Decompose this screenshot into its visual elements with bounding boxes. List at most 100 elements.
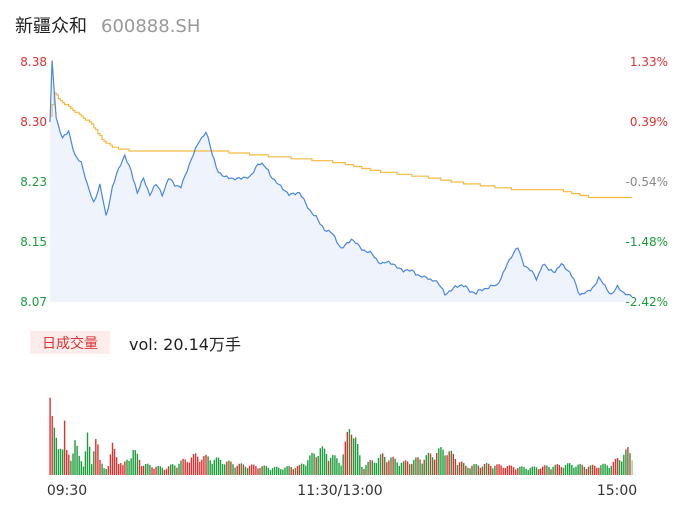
volume-bar <box>369 460 371 475</box>
volume-bar <box>510 465 513 475</box>
time-axis-label: 09:30 <box>47 483 87 499</box>
volume-bar <box>483 464 486 475</box>
price-tick-label: 8.38 <box>20 55 47 69</box>
volume-bar <box>406 461 409 475</box>
volume-bar <box>184 459 186 475</box>
volume-bar <box>159 466 161 475</box>
volume-bar <box>182 458 184 475</box>
volume-bar <box>452 453 454 475</box>
volume-bar <box>423 459 425 475</box>
volume-bar <box>215 457 218 475</box>
volume-bar <box>562 467 565 475</box>
volume-bar <box>461 461 463 475</box>
price-tick-label: 8.30 <box>20 115 47 129</box>
volume-bar <box>575 466 577 475</box>
volume-bar <box>338 462 340 475</box>
volume-bar <box>519 466 521 475</box>
volume-bar <box>244 466 247 475</box>
volume-bar <box>70 460 72 475</box>
volume-bar <box>352 438 355 475</box>
volume-bar <box>300 463 303 475</box>
volume-tab[interactable]: 日成交量 <box>30 331 110 354</box>
volume-bar <box>74 440 76 475</box>
volume-bar <box>558 464 560 475</box>
volume-bar <box>93 451 95 475</box>
volume-bar <box>190 457 193 475</box>
volume-bar <box>80 461 82 475</box>
volume-bar <box>157 465 159 475</box>
pct-tick-label: -0.54% <box>626 175 668 189</box>
volume-bar <box>544 465 546 475</box>
volume-bar <box>502 467 504 475</box>
volume-bar <box>95 439 97 475</box>
volume-bar <box>404 460 407 475</box>
volume-bar <box>490 466 492 475</box>
volume-bar <box>431 457 434 475</box>
volume-bar <box>402 461 405 475</box>
volume-bar <box>84 451 87 475</box>
volume-bar <box>481 466 484 475</box>
volume-bar <box>579 463 581 475</box>
volume-bar <box>521 466 523 475</box>
volume-bar <box>307 460 309 475</box>
volume-bar <box>153 468 155 475</box>
volume-bar <box>463 462 465 475</box>
volume-bar <box>107 466 109 475</box>
volume-bar <box>473 464 475 475</box>
volume-bar <box>170 464 172 475</box>
volume-bar <box>296 465 299 475</box>
volume-bar <box>309 455 311 475</box>
volume-bar <box>91 464 93 475</box>
volume-bar <box>508 465 511 475</box>
volume-bar <box>392 456 394 475</box>
volume-bar <box>263 465 265 475</box>
volume-bar <box>494 465 496 475</box>
volume-bar <box>118 463 120 475</box>
volume-bar <box>350 434 353 475</box>
volume-bar <box>506 466 509 475</box>
volume-bar <box>226 461 228 475</box>
volume-bar <box>440 447 442 475</box>
volume-bar <box>317 456 319 475</box>
volume-bar <box>305 465 307 475</box>
volume-bar <box>271 468 274 475</box>
volume-bar <box>280 469 282 475</box>
volume-bar <box>336 458 338 475</box>
volume-bar <box>623 454 625 475</box>
volume-bar <box>394 458 396 475</box>
volume-bar <box>61 449 64 475</box>
volume-bar <box>591 464 594 475</box>
volume-bar <box>298 464 301 475</box>
volume-bar <box>515 469 517 475</box>
volume-bar <box>178 463 180 475</box>
volume-bar <box>57 449 60 475</box>
volume-bar <box>147 463 149 475</box>
volume-bar <box>180 460 182 475</box>
volume-bar <box>627 447 629 475</box>
volume-bar <box>273 466 276 475</box>
volume-bar <box>111 442 114 475</box>
volume-bar <box>433 459 436 475</box>
volume-bar <box>276 466 278 475</box>
volume-bar <box>500 465 502 475</box>
volume-bar <box>232 464 234 475</box>
volume-bar <box>176 467 178 475</box>
volume-bar <box>608 468 610 475</box>
average-price-line <box>50 92 632 199</box>
volume-bar <box>213 459 215 475</box>
volume-bar <box>124 461 126 475</box>
time-axis-label: 15:00 <box>597 483 637 499</box>
volume-bar <box>113 448 116 475</box>
volume-bar <box>465 465 467 475</box>
volume-bar <box>629 453 631 475</box>
volume-bar <box>346 431 348 475</box>
volume-bar <box>363 468 365 475</box>
volume-bar <box>631 460 633 475</box>
volume-bar <box>542 466 544 475</box>
pct-tick-label: -2.42% <box>626 295 668 309</box>
volume-bar <box>413 459 415 475</box>
volume-bar <box>419 459 421 475</box>
volume-bar <box>517 468 519 475</box>
volume-bar <box>357 444 359 475</box>
volume-bar <box>205 454 207 475</box>
